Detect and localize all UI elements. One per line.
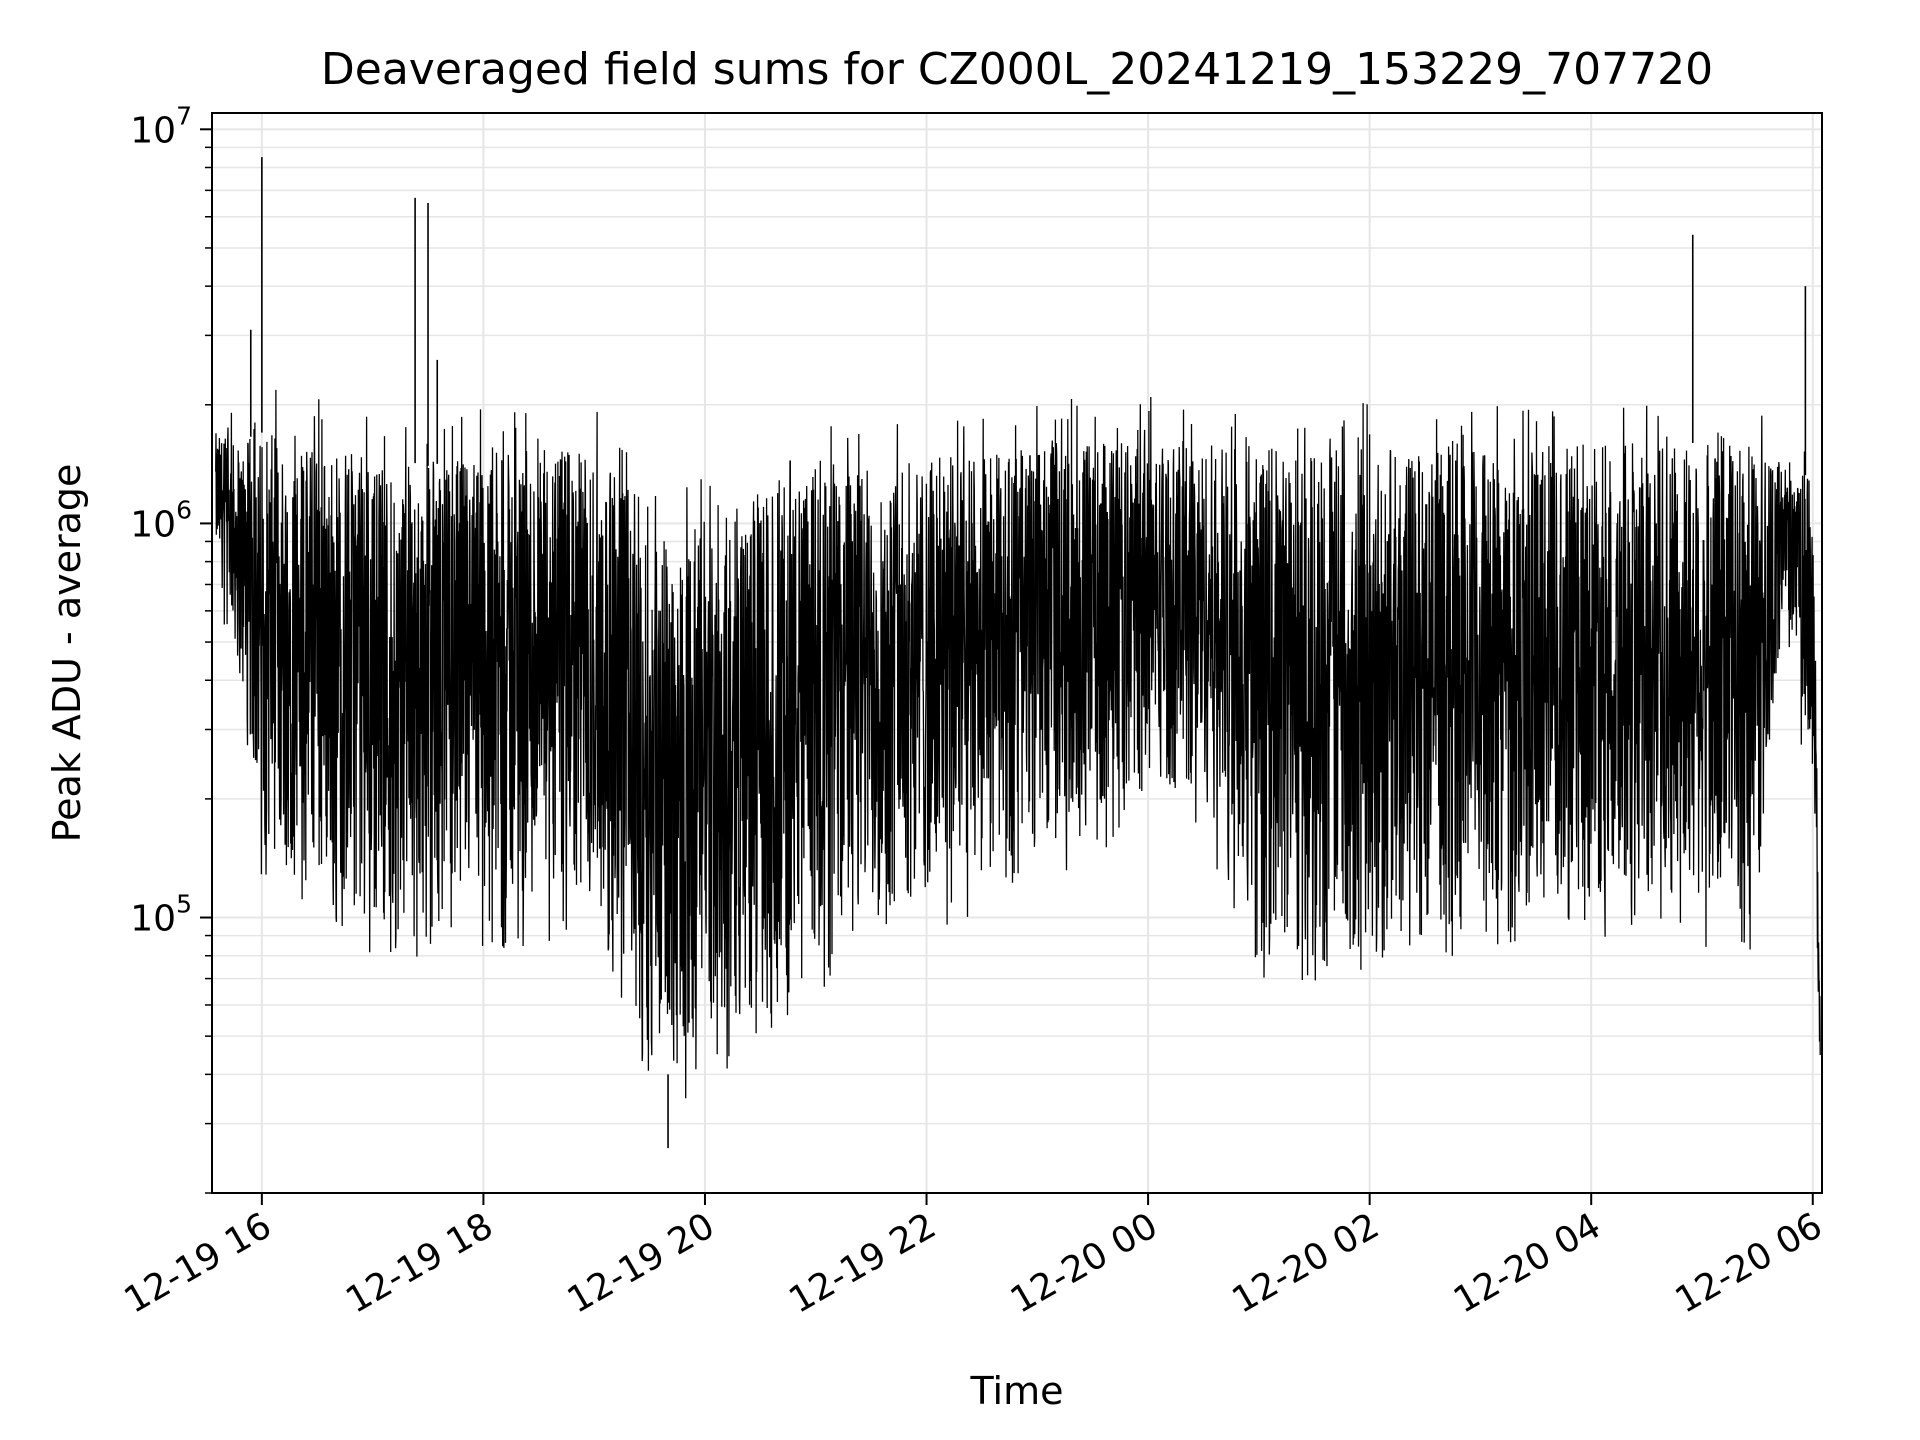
data-layer xyxy=(215,157,1821,1149)
x-axis-label: Time xyxy=(970,1369,1064,1413)
y-tick-label: 105 xyxy=(130,890,192,940)
y-axis-ticks: 105 106 107 xyxy=(130,101,212,1194)
y-tick-label: 106 xyxy=(130,495,192,545)
chart-title: Deaveraged field sums for CZ000L_2024121… xyxy=(321,44,1713,95)
series-line xyxy=(215,389,1821,1099)
plot-frame xyxy=(211,112,1823,1194)
y-axis-label: Peak ADU - average xyxy=(45,464,89,843)
y-tick-label: 107 xyxy=(130,101,192,151)
